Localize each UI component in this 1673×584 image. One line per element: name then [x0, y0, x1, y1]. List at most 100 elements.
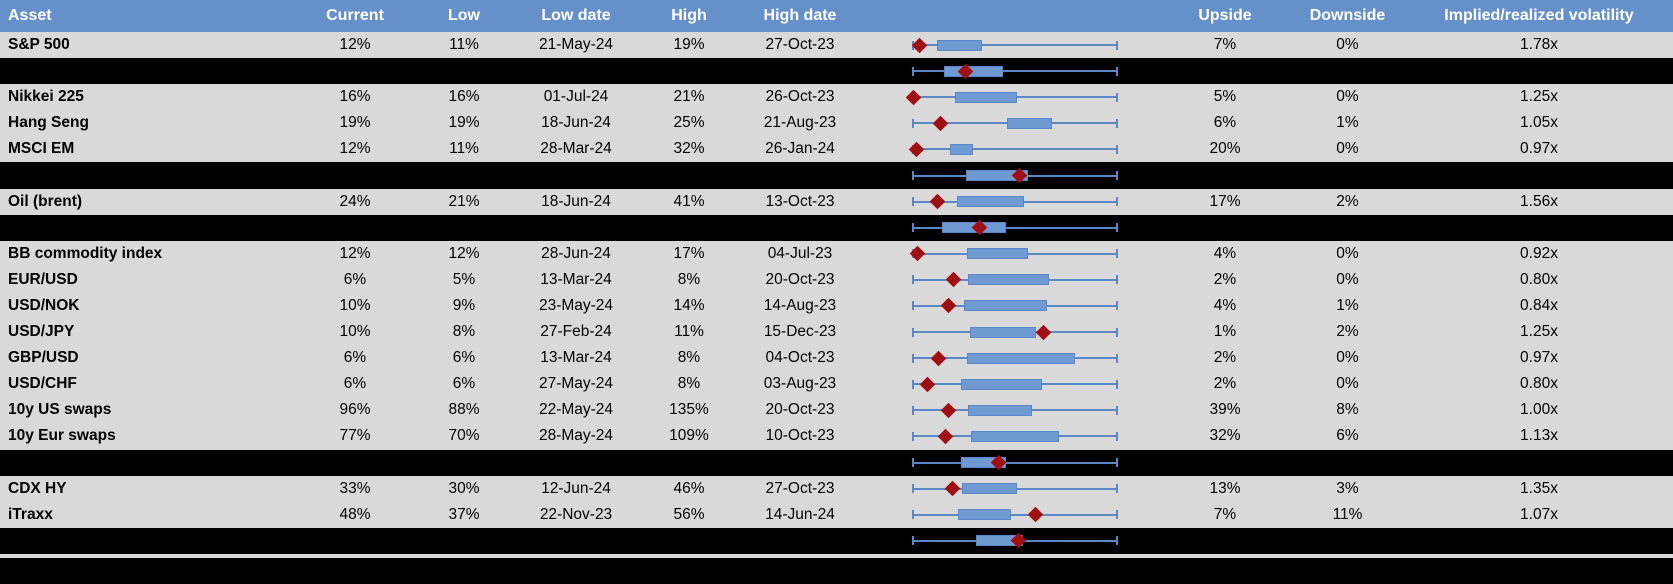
whisker-high-cap: [1116, 197, 1118, 207]
cell-implied-realized-volatility: 0.80x: [1520, 375, 1558, 393]
cell-downside: 0%: [1336, 270, 1359, 288]
cell-downside: 0%: [1336, 349, 1359, 367]
header-cell-current: Current: [326, 7, 384, 24]
empty-cell: [0, 528, 300, 554]
cell-low-date: 13-Mar-24: [540, 270, 612, 288]
cell-high: 17%: [673, 244, 705, 262]
cell-upside: 6%: [1213, 114, 1237, 132]
whisker-low-cap: [912, 275, 914, 285]
cell-low: 8%: [452, 323, 476, 341]
table-row: 10y US swaps 96% 88% 22-May-24 135% 20-Oct-23…: [0, 397, 1673, 424]
range-boxplot: [856, 450, 1160, 476]
cell-low-date: 21-May-24: [538, 36, 614, 54]
cell-upside: 20%: [1209, 140, 1241, 158]
header-cell-downside: Downside: [1309, 7, 1386, 24]
cell-low-date: 28-Jun-24: [541, 244, 611, 262]
empty-cell: [1290, 162, 1405, 188]
empty-cell: [1405, 215, 1673, 241]
cell-downside: 0%: [1336, 244, 1359, 262]
cell-implied-realized-volatility: 1.00x: [1520, 401, 1558, 419]
empty-cell: [634, 215, 744, 241]
interquartile-box: [960, 378, 1042, 390]
cell-upside: 2%: [1213, 270, 1237, 288]
interquartile-box: [957, 509, 1011, 521]
cell-asset: USD/JPY: [8, 323, 75, 341]
range-boxplot: [856, 293, 1160, 319]
cell-low: 12%: [448, 244, 480, 262]
whisker-high-cap: [1116, 405, 1118, 415]
empty-cell: [744, 162, 856, 188]
range-boxplot: [856, 136, 1160, 162]
empty-cell: [410, 215, 518, 241]
range-boxplot: [856, 267, 1160, 293]
current-level-diamond-marker: [944, 480, 961, 497]
empty-cell: [1290, 528, 1405, 554]
table-row: Nikkei 225 16% 16% 01-Jul-24 21% 26-Oct-23 5% 0…: [0, 84, 1673, 111]
cell-high-date: 21-Aug-23: [763, 114, 837, 132]
whisker-low-cap: [912, 327, 914, 337]
table-row: BB commodity index 12% 12% 28-Jun-24 17% 04-J…: [0, 240, 1673, 267]
empty-cell: [1160, 58, 1290, 84]
whisker-low-cap: [912, 510, 914, 520]
cell-upside: 2%: [1213, 375, 1237, 393]
cell-high-date: 27-Oct-23: [765, 479, 835, 497]
range-boxplot: [856, 32, 1160, 58]
table-row: 10y Eur swaps 77% 70% 28-May-24 109% 10-Oct-2…: [0, 423, 1673, 450]
cell-upside: 39%: [1209, 401, 1241, 419]
table-row: USD/JPY 10% 8% 27-Feb-24 11% 15-Dec-23 1% 2% 1.2…: [0, 319, 1673, 346]
cell-upside: 7%: [1213, 36, 1237, 54]
empty-cell: [744, 58, 856, 84]
cell-high: 21%: [673, 88, 705, 106]
aggregate-boxplot-row: [0, 449, 1673, 476]
range-boxplot: [856, 345, 1160, 371]
cell-current: 96%: [339, 401, 371, 419]
interquartile-box: [1006, 117, 1052, 129]
cell-downside: 6%: [1336, 427, 1359, 445]
interquartile-box: [968, 404, 1033, 416]
range-boxplot: [856, 110, 1160, 136]
whisker-low-cap: [912, 431, 914, 441]
whisker-low-cap: [912, 536, 914, 546]
whisker-low-cap: [912, 118, 914, 128]
cell-high: 109%: [669, 427, 709, 445]
cell-low: 6%: [452, 349, 476, 367]
whisker-low-cap: [912, 301, 914, 311]
cell-upside: 32%: [1209, 427, 1241, 445]
range-boxplot: [856, 476, 1160, 502]
cell-high: 135%: [669, 401, 709, 419]
header-cell-high: High: [671, 7, 707, 24]
cell-asset: S&P 500: [8, 36, 70, 54]
cell-low-date: 22-Nov-23: [539, 505, 613, 523]
empty-cell: [1290, 450, 1405, 476]
header-cell-range-plot: [856, 0, 1160, 32]
cell-implied-realized-volatility: 1.07x: [1520, 505, 1558, 523]
table-row: CDX HY 33% 30% 12-Jun-24 46% 27-Oct-23 13% 3% 1.…: [0, 475, 1673, 502]
current-level-diamond-marker: [908, 141, 924, 158]
empty-cell: [1405, 528, 1673, 554]
cell-low: 6%: [452, 375, 476, 393]
interquartile-box: [967, 248, 1029, 260]
cell-current: 16%: [339, 88, 371, 106]
cell-current: 48%: [339, 505, 371, 523]
empty-cell: [518, 528, 634, 554]
cell-current: 24%: [339, 192, 371, 210]
cell-downside: 3%: [1336, 479, 1359, 497]
interquartile-box: [970, 326, 1037, 338]
header-cell-low-date: Low date: [541, 7, 611, 24]
interquartile-box: [961, 483, 1018, 495]
empty-cell: [410, 528, 518, 554]
cell-upside: 4%: [1213, 296, 1237, 314]
whisker-low-cap: [912, 484, 914, 494]
cell-low-date: 23-May-24: [538, 296, 614, 314]
current-level-diamond-marker: [940, 298, 957, 314]
whisker-low-cap: [912, 223, 914, 233]
empty-cell: [1160, 450, 1290, 476]
cell-high-date: 13-Oct-23: [765, 192, 835, 210]
cell-current: 12%: [339, 244, 371, 262]
cell-low-date: 28-May-24: [538, 427, 614, 445]
table-row: EUR/USD 6% 5% 13-Mar-24 8% 20-Oct-23 2% 0% 0.80x: [0, 266, 1673, 293]
whisker-line: [913, 44, 1117, 47]
table-body: S&P 500 12% 11% 21-May-24 19% 27-Oct-23 7% 0% 1.…: [0, 32, 1673, 584]
table-row: USD/NOK 10% 9% 23-May-24 14% 14-Aug-23 4% 1% 0.8…: [0, 292, 1673, 320]
